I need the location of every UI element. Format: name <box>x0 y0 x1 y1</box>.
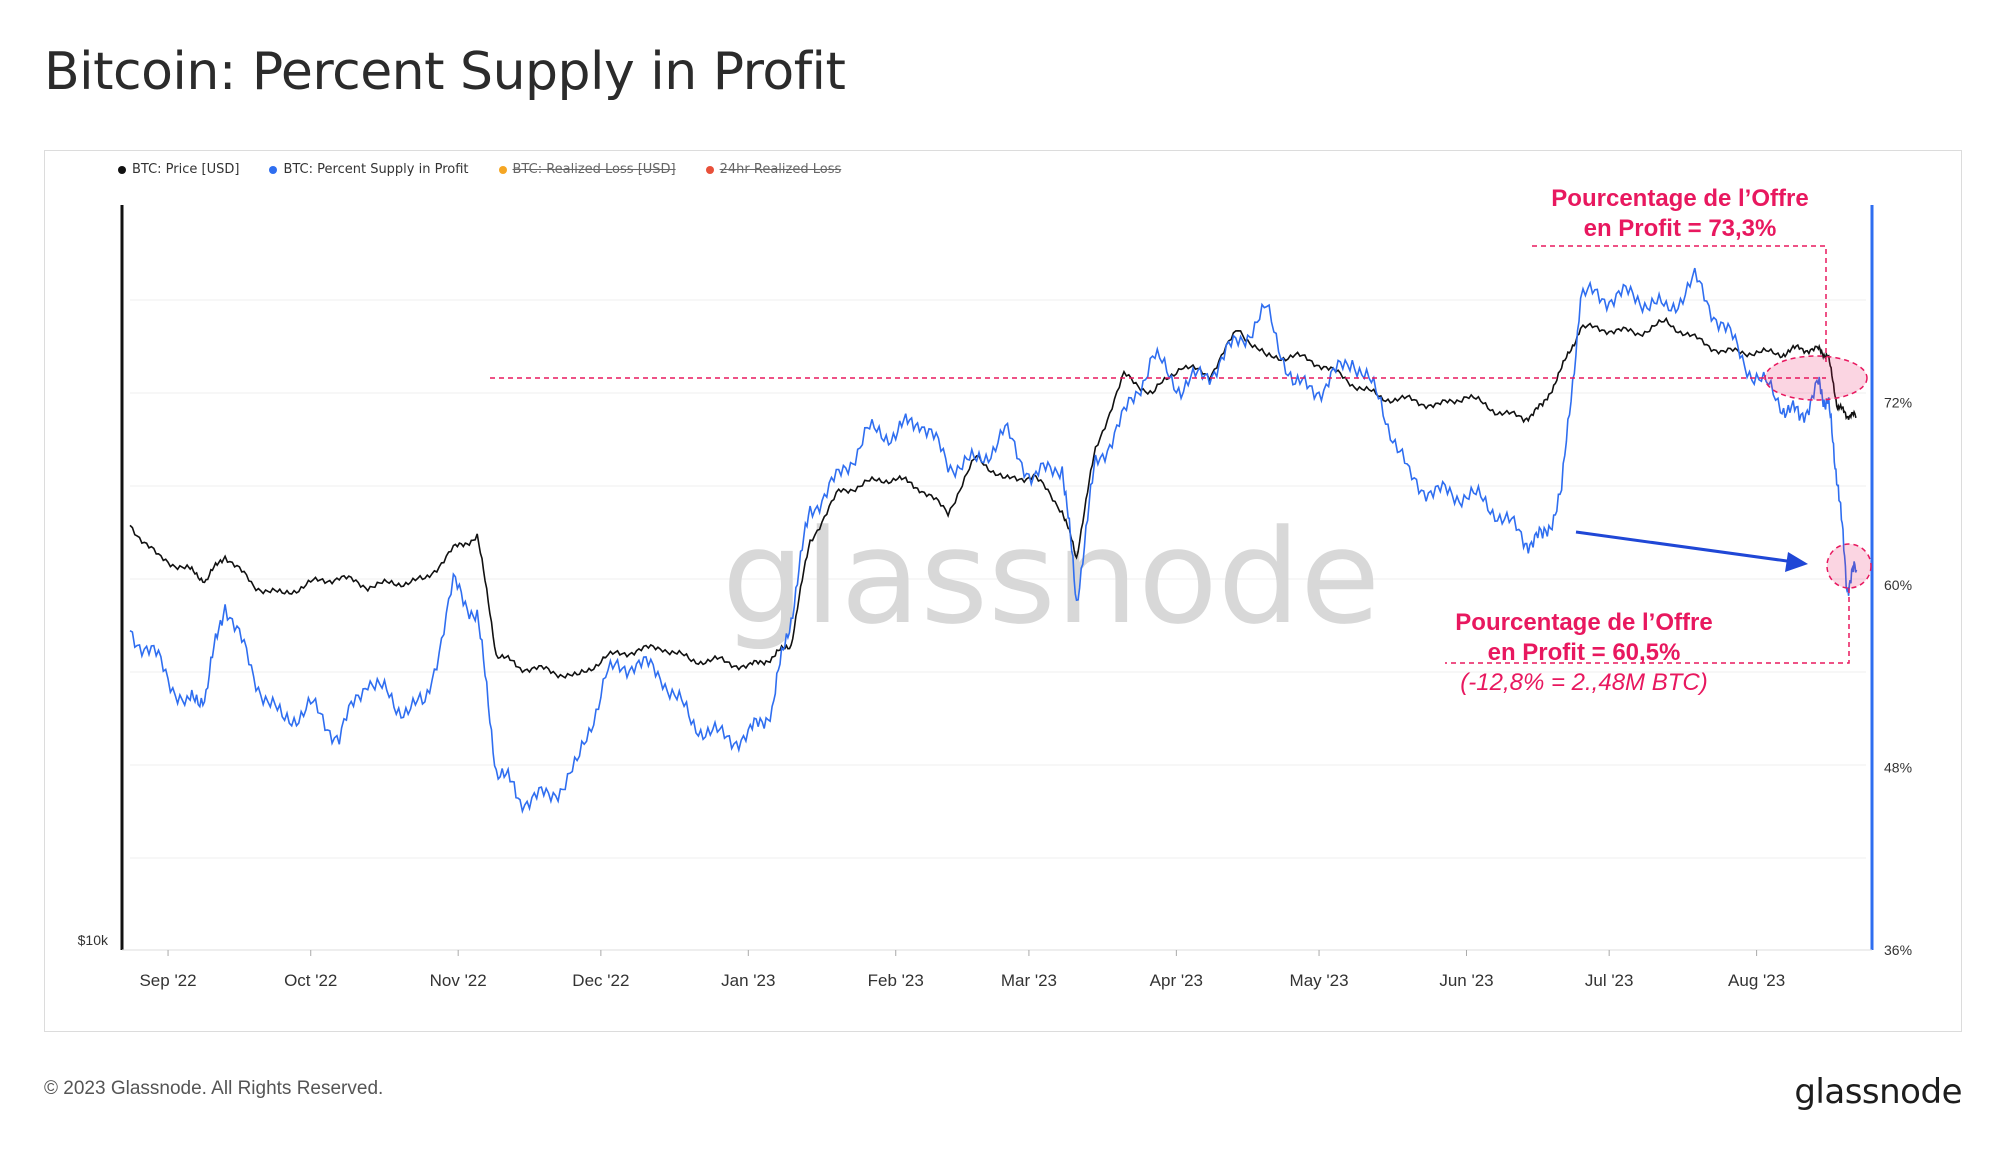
x-tick-label: Jan '23 <box>721 971 775 990</box>
annotation-highlight-top <box>1764 355 1868 401</box>
legend-dot-icon <box>705 165 714 174</box>
x-tick-label: Sep '22 <box>139 971 196 990</box>
arrow-head-icon <box>1785 552 1808 572</box>
annotation-highlight-bottom <box>1826 543 1872 589</box>
legend-dot-icon <box>118 165 126 174</box>
chart-frame <box>44 150 1962 1032</box>
right-tick-label: 72% <box>1884 395 1912 411</box>
legend-item-price[interactable]: BTC: Price [USD] <box>118 162 239 177</box>
right-axis-ticks: 72% 60% 48% 36% <box>1884 395 1912 958</box>
annotations: Pourcentage de l’Offre en Profit = 73,3%… <box>490 185 1872 696</box>
right-tick-label: 36% <box>1884 942 1912 958</box>
legend-label: BTC: Realized Loss [USD] <box>512 162 676 177</box>
left-axis-label: $10k <box>78 932 109 948</box>
x-tick-label: Jul '23 <box>1585 971 1634 990</box>
legend-item-realized-loss[interactable]: BTC: Realized Loss [USD] <box>498 162 676 177</box>
legend-item-24hr-realized-loss[interactable]: 24hr Realized Loss <box>705 162 842 177</box>
legend-dot-icon <box>269 165 278 174</box>
x-tick-label: Feb '23 <box>868 971 924 990</box>
footer-logo: glassnode <box>1794 1072 1962 1112</box>
annotation-bottom-line1: Pourcentage de l’Offre <box>1455 609 1712 636</box>
legend-label: BTC: Price [USD] <box>132 162 240 177</box>
annotation-bottom-line3: (-12,8% = 2.,48M BTC) <box>1460 669 1707 696</box>
legend: BTC: Price [USD] BTC: Percent Supply in … <box>118 162 841 177</box>
annotation-top-line2: en Profit = 73,3% <box>1584 215 1777 242</box>
footer-copyright: © 2023 Glassnode. All Rights Reserved. <box>44 1078 384 1099</box>
right-tick-label: 48% <box>1884 760 1912 776</box>
legend-item-supply-in-profit[interactable]: BTC: Percent Supply in Profit <box>269 162 469 177</box>
legend-label: 24hr Realized Loss <box>719 162 842 177</box>
x-tick-label: Apr '23 <box>1150 971 1203 990</box>
annotation-bottom-line2: en Profit = 60,5% <box>1488 639 1681 666</box>
series-line-supply-in-profit <box>129 267 1858 815</box>
x-tick-label: Jun '23 <box>1439 971 1493 990</box>
x-axis-ticks: Sep '22 Oct '22 Nov '22 Dec '22 Jan '23 Feb '… <box>139 950 1785 990</box>
x-tick-label: Mar '23 <box>1001 971 1057 990</box>
x-tick-label: Nov '22 <box>430 971 487 990</box>
annotation-arrow-line <box>1575 530 1795 564</box>
grid <box>130 299 1866 859</box>
x-tick-label: Aug '23 <box>1728 971 1785 990</box>
page-title: Bitcoin: Percent Supply in Profit <box>44 42 846 102</box>
x-tick-label: Oct '22 <box>284 971 337 990</box>
legend-label: BTC: Percent Supply in Profit <box>283 162 469 177</box>
annotation-bracket-top <box>1532 245 1827 362</box>
right-tick-label: 60% <box>1884 577 1912 593</box>
annotation-bracket-bottom <box>1445 588 1850 664</box>
x-tick-label: May '23 <box>1290 971 1349 990</box>
legend-dot-icon <box>498 165 507 174</box>
annotation-top-line1: Pourcentage de l’Offre <box>1551 185 1808 212</box>
x-tick-label: Dec '22 <box>572 971 629 990</box>
watermark-text: glassnode <box>722 501 1380 653</box>
